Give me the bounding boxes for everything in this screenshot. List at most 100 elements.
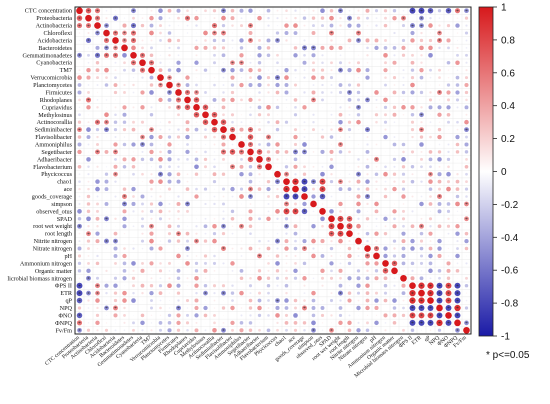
correlation-cell bbox=[266, 179, 271, 184]
correlation-cell bbox=[132, 269, 135, 272]
correlation-cell bbox=[248, 216, 253, 221]
correlation-cell bbox=[104, 305, 109, 311]
correlation-cell bbox=[259, 32, 260, 34]
correlation-cell bbox=[455, 179, 460, 184]
significance-star: * bbox=[222, 32, 225, 37]
correlation-cell bbox=[223, 300, 224, 302]
correlation-cell bbox=[76, 297, 83, 304]
correlation-cell bbox=[456, 128, 459, 131]
correlation-cell bbox=[232, 240, 233, 242]
significance-star: * bbox=[339, 181, 342, 186]
correlation-cell bbox=[365, 291, 370, 295]
correlation-cell bbox=[402, 269, 405, 272]
correlation-cell bbox=[276, 61, 279, 65]
correlation-cell bbox=[213, 17, 216, 20]
color-bar-gradient bbox=[478, 6, 494, 337]
correlation-cell bbox=[375, 165, 378, 168]
correlation-cell bbox=[348, 180, 351, 183]
correlation-cell bbox=[410, 38, 415, 43]
correlation-cell bbox=[259, 225, 260, 227]
correlation-cell bbox=[322, 39, 323, 41]
correlation-cell bbox=[167, 328, 172, 333]
grid-layer bbox=[74, 6, 472, 335]
correlation-cell bbox=[238, 149, 245, 155]
correlation-cell bbox=[96, 254, 99, 258]
significance-star: * bbox=[303, 211, 306, 216]
correlation-cell bbox=[455, 231, 460, 236]
correlation-cell bbox=[338, 320, 343, 326]
correlation-cell bbox=[159, 195, 162, 198]
correlation-cell bbox=[283, 178, 290, 185]
correlation-cell bbox=[76, 282, 83, 289]
correlation-cell bbox=[410, 105, 415, 110]
significance-star: * bbox=[132, 32, 135, 37]
correlation-cell bbox=[247, 127, 254, 133]
correlation-cell bbox=[401, 253, 406, 259]
correlation-cell bbox=[266, 46, 271, 50]
correlation-cell bbox=[106, 91, 107, 93]
correlation-cell bbox=[87, 247, 90, 250]
correlation-cell bbox=[303, 24, 306, 27]
correlation-cell bbox=[214, 210, 215, 212]
correlation-cell bbox=[410, 90, 415, 95]
correlation-cell bbox=[212, 61, 217, 65]
correlation-cell bbox=[95, 283, 100, 289]
correlation-cell bbox=[258, 173, 261, 176]
correlation-cell bbox=[186, 180, 189, 183]
correlation-cell bbox=[454, 8, 461, 14]
significance-star: * bbox=[87, 233, 90, 238]
significance-star: * bbox=[393, 263, 396, 268]
correlation-cell bbox=[105, 322, 108, 324]
row-label: NPQ bbox=[60, 305, 73, 312]
correlation-cell bbox=[114, 217, 117, 221]
correlation-cell bbox=[194, 164, 199, 170]
row-label: Segetibacter bbox=[41, 149, 72, 156]
correlation-cell bbox=[339, 16, 342, 20]
correlation-cell bbox=[321, 83, 324, 87]
correlation-cell bbox=[385, 240, 386, 242]
correlation-cell bbox=[86, 216, 91, 222]
correlation-cell bbox=[401, 291, 406, 296]
correlation-cell bbox=[248, 194, 253, 199]
correlation-cell bbox=[104, 127, 109, 133]
correlation-cell bbox=[338, 142, 343, 147]
significance-star: * bbox=[87, 99, 90, 104]
correlation-cell bbox=[132, 240, 135, 242]
correlation-cell bbox=[186, 143, 189, 146]
correlation-cell bbox=[403, 129, 404, 131]
row-label: ΦNO bbox=[59, 312, 73, 319]
significance-star: * bbox=[438, 322, 441, 327]
correlation-cell bbox=[356, 283, 361, 288]
correlation-cell bbox=[393, 277, 396, 280]
correlation-cell bbox=[331, 307, 332, 309]
correlation-cell bbox=[384, 180, 387, 183]
correlation-cell bbox=[438, 143, 441, 146]
correlation-cell bbox=[240, 218, 243, 220]
row-label: Gemmatimonadetes bbox=[23, 52, 73, 59]
correlation-cell bbox=[159, 31, 162, 35]
correlation-cell bbox=[410, 30, 415, 36]
correlation-cell bbox=[203, 45, 208, 50]
correlation-cell bbox=[267, 24, 270, 27]
correlation-cell bbox=[95, 186, 100, 192]
correlation-cell bbox=[87, 151, 90, 153]
correlation-cell bbox=[96, 225, 99, 228]
correlation-cell bbox=[77, 52, 82, 58]
correlation-cell bbox=[303, 284, 306, 287]
significance-star: * bbox=[105, 55, 108, 60]
correlation-cell bbox=[213, 135, 216, 139]
correlation-cell bbox=[176, 224, 181, 228]
correlation-cell bbox=[158, 179, 163, 184]
correlation-cell bbox=[268, 99, 269, 101]
correlation-cell bbox=[393, 247, 396, 250]
correlation-cell bbox=[248, 38, 253, 43]
correlation-cell bbox=[249, 76, 252, 79]
correlation-cell bbox=[205, 322, 206, 324]
correlation-cell bbox=[123, 91, 126, 94]
correlation-cell bbox=[77, 142, 82, 147]
correlation-cell bbox=[221, 172, 226, 176]
correlation-cell bbox=[357, 255, 360, 257]
correlation-cell bbox=[132, 151, 135, 153]
correlation-cell bbox=[149, 209, 154, 214]
correlation-cell bbox=[455, 83, 460, 87]
